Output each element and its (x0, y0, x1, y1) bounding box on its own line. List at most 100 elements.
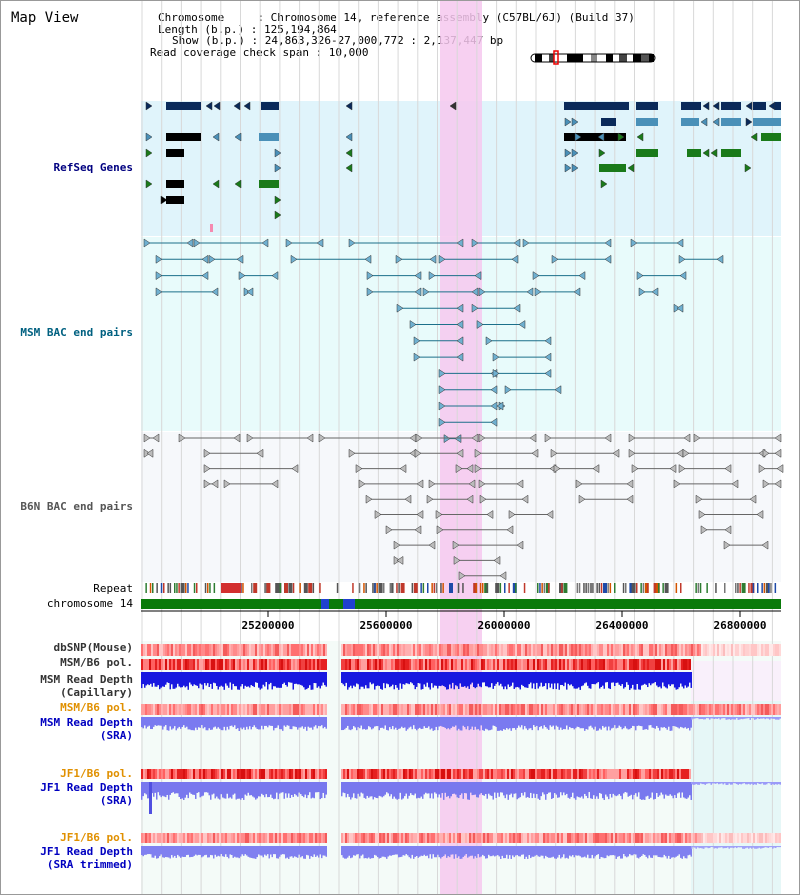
read-depth-bar (585, 782, 587, 796)
read-depth-bar (369, 717, 371, 728)
read-depth-bar (654, 782, 656, 799)
heat-strip-cell (689, 833, 691, 843)
track-label-msm-bac[interactable]: MSM BAC end pairs (20, 326, 133, 339)
heat-strip-cell (439, 644, 441, 656)
heat-strip-cell (207, 769, 209, 779)
read-depth-bar (297, 846, 299, 858)
read-depth-bar (216, 717, 218, 729)
read-depth-bar (201, 846, 203, 858)
track-label-jf1-depth-sra: JF1 Read Depth (SRA) (40, 781, 133, 807)
gene-arrow (774, 433, 782, 443)
gene-arrow (466, 464, 474, 474)
read-depth-bar (359, 846, 361, 859)
repeat-element (675, 583, 678, 593)
heat-strip-cell (311, 833, 313, 843)
heat-strip-cell (209, 659, 211, 670)
heat-strip-cell (427, 769, 429, 779)
read-depth-bar (779, 717, 781, 719)
read-depth-bar (244, 672, 246, 686)
read-depth-bar (647, 717, 649, 730)
repeat-element (312, 583, 315, 593)
read-depth-bar (709, 846, 711, 849)
heat-strip-cell (609, 644, 611, 656)
heat-strip-cell (281, 833, 283, 843)
read-depth-bar (313, 717, 315, 727)
heat-strip-cell (479, 769, 481, 779)
gene-arrow (414, 525, 422, 535)
read-depth-bar (530, 717, 532, 729)
read-depth-bar (770, 717, 772, 719)
track-label-b6n-bac[interactable]: B6N BAC end pairs (20, 500, 133, 513)
heat-strip-cell (231, 644, 233, 656)
gene-arrow (695, 494, 703, 504)
gene-arrow (466, 494, 474, 504)
heat-strip-cell (241, 659, 243, 670)
read-depth-bar (381, 846, 383, 857)
heat-strip-cell (735, 704, 737, 715)
gene-arrow (471, 238, 479, 248)
heat-strip-cell (249, 704, 251, 715)
heat-strip-cell (389, 644, 391, 656)
read-depth-bar (488, 782, 490, 794)
read-depth-bar (769, 782, 771, 784)
gene-arrow (598, 148, 606, 158)
read-depth-bar (552, 846, 554, 857)
heat-strip-cell (595, 769, 597, 779)
heat-strip-cell (681, 833, 683, 843)
read-depth-bar (605, 782, 607, 795)
heat-strip-cell (363, 833, 365, 843)
heat-strip-cell (387, 659, 389, 670)
heat-strip-cell (553, 659, 555, 670)
read-depth-bar (621, 782, 623, 800)
heat-strip-cell (215, 833, 217, 843)
read-depth-bar (700, 782, 702, 784)
read-depth-bar (411, 672, 413, 684)
heat-strip-cell (321, 769, 323, 779)
heat-strip-cell (213, 704, 215, 715)
read-depth-bar (171, 672, 173, 685)
no-data-region (691, 661, 781, 701)
heat-strip-cell (647, 704, 649, 715)
heat-strip-cell (595, 833, 597, 843)
read-depth-bar (669, 717, 671, 731)
read-depth-bar (375, 846, 377, 856)
gene-arrow (355, 464, 363, 474)
read-depth-bar (353, 672, 355, 686)
heat-strip-cell (561, 833, 563, 843)
read-depth-bar (587, 782, 589, 799)
gene-arrow (550, 448, 558, 458)
heat-strip-cell (583, 659, 585, 670)
read-depth-bar (318, 672, 320, 687)
heat-strip-cell (277, 659, 279, 670)
gene-arrow (529, 433, 537, 443)
read-depth-bar (558, 782, 560, 798)
heat-strip-cell (341, 769, 343, 779)
read-depth-bar (495, 672, 497, 684)
gene-arrow (413, 352, 421, 362)
read-depth-bar (561, 782, 563, 796)
track-label-refseq[interactable]: RefSeq Genes (53, 161, 133, 174)
read-depth-bar (552, 717, 554, 726)
read-depth-bar (494, 846, 496, 857)
heat-strip-cell (303, 704, 305, 715)
heat-strip-cell (673, 704, 675, 715)
heat-strip-cell (577, 769, 579, 779)
heat-strip-cell (665, 659, 667, 670)
repeat-element (145, 583, 147, 593)
heat-strip-cell (283, 644, 285, 656)
heat-strip-cell (163, 644, 165, 656)
heat-strip-cell (581, 833, 583, 843)
heat-strip-cell (405, 833, 407, 843)
heat-strip-cell (459, 644, 461, 656)
heat-strip-cell (575, 644, 577, 656)
gene-arrow (486, 510, 494, 519)
repeat-element (697, 583, 700, 593)
read-depth-bar (359, 717, 361, 729)
heat-strip-cell (227, 704, 229, 715)
heat-strip-cell (199, 704, 201, 715)
msm-depth-sra-line1: MSM Read Depth (40, 716, 133, 729)
heat-strip-cell (147, 644, 149, 656)
repeat-element (607, 583, 609, 593)
read-depth-bar (692, 782, 694, 785)
